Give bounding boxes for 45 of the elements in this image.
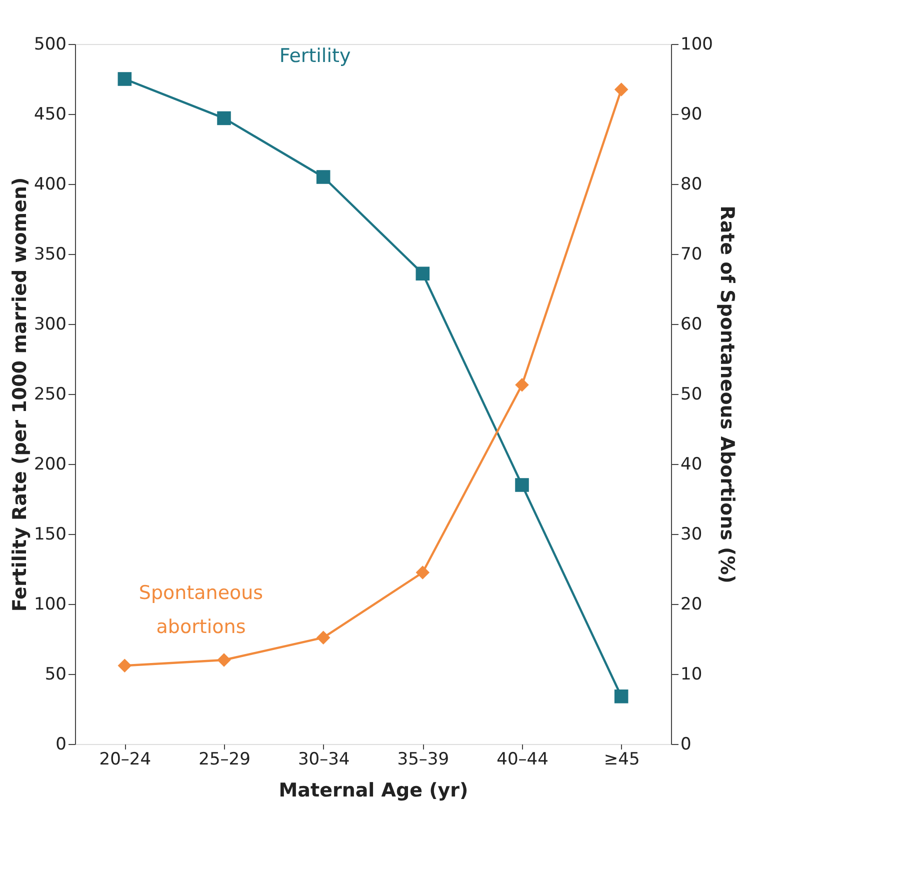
y2-tick-label: 70 (680, 244, 702, 264)
point (316, 630, 330, 644)
y2-tick-label: 20 (680, 594, 702, 614)
point (118, 72, 132, 86)
x-tick-label: 25–29 (198, 750, 250, 770)
point (515, 378, 529, 392)
y-axis-title: Fertility Rate (per 1000 married women) (9, 177, 32, 612)
point (217, 653, 231, 667)
y2-tick-label: 60 (680, 314, 702, 334)
y-tick-label: 450 (34, 104, 66, 124)
x-axis-title: Maternal Age (yr) (278, 780, 468, 802)
y2-tick-label: 80 (680, 174, 702, 194)
y2-tick-label: 30 (680, 524, 702, 544)
y-tick-label: 200 (34, 454, 66, 474)
y-tick-label: 0 (56, 734, 66, 754)
y2-tick-label: 100 (680, 34, 713, 54)
x-tick-label: 20–24 (99, 750, 152, 770)
y-tick-label: 250 (34, 384, 66, 404)
point (217, 111, 231, 126)
point (118, 658, 132, 672)
y-tick-label: 400 (34, 174, 66, 194)
y-tick-label: 350 (34, 244, 66, 264)
y2-tick-label: 50 (680, 384, 702, 404)
point (416, 566, 430, 580)
y-tick-label: 150 (34, 524, 66, 544)
y2-tick-label: 10 (680, 664, 702, 684)
y-tick-label: 300 (34, 314, 66, 334)
y2-axis-title: Rate of Spontaneous Abortions (%) (716, 206, 738, 584)
y2-tick-label: 0 (680, 734, 692, 754)
y-tick-label: 50 (44, 664, 66, 684)
y-tick-label: 100 (34, 594, 66, 614)
point (614, 82, 628, 96)
y-tick-label: 500 (34, 34, 66, 54)
point (614, 690, 628, 704)
x-tick-label: 30–34 (298, 750, 350, 770)
series-label: Spontaneous abortions (138, 582, 264, 638)
x-tick-label: ≥45 (604, 750, 640, 770)
x-tick-label: 35–39 (397, 750, 450, 770)
x-tick-label: 40–44 (496, 750, 548, 770)
text: Fertility (279, 45, 351, 67)
y2-tick-label: 40 (680, 454, 702, 474)
point (515, 478, 529, 492)
y2-tick-label: 90 (680, 104, 702, 124)
point (416, 266, 430, 280)
point (316, 170, 330, 184)
